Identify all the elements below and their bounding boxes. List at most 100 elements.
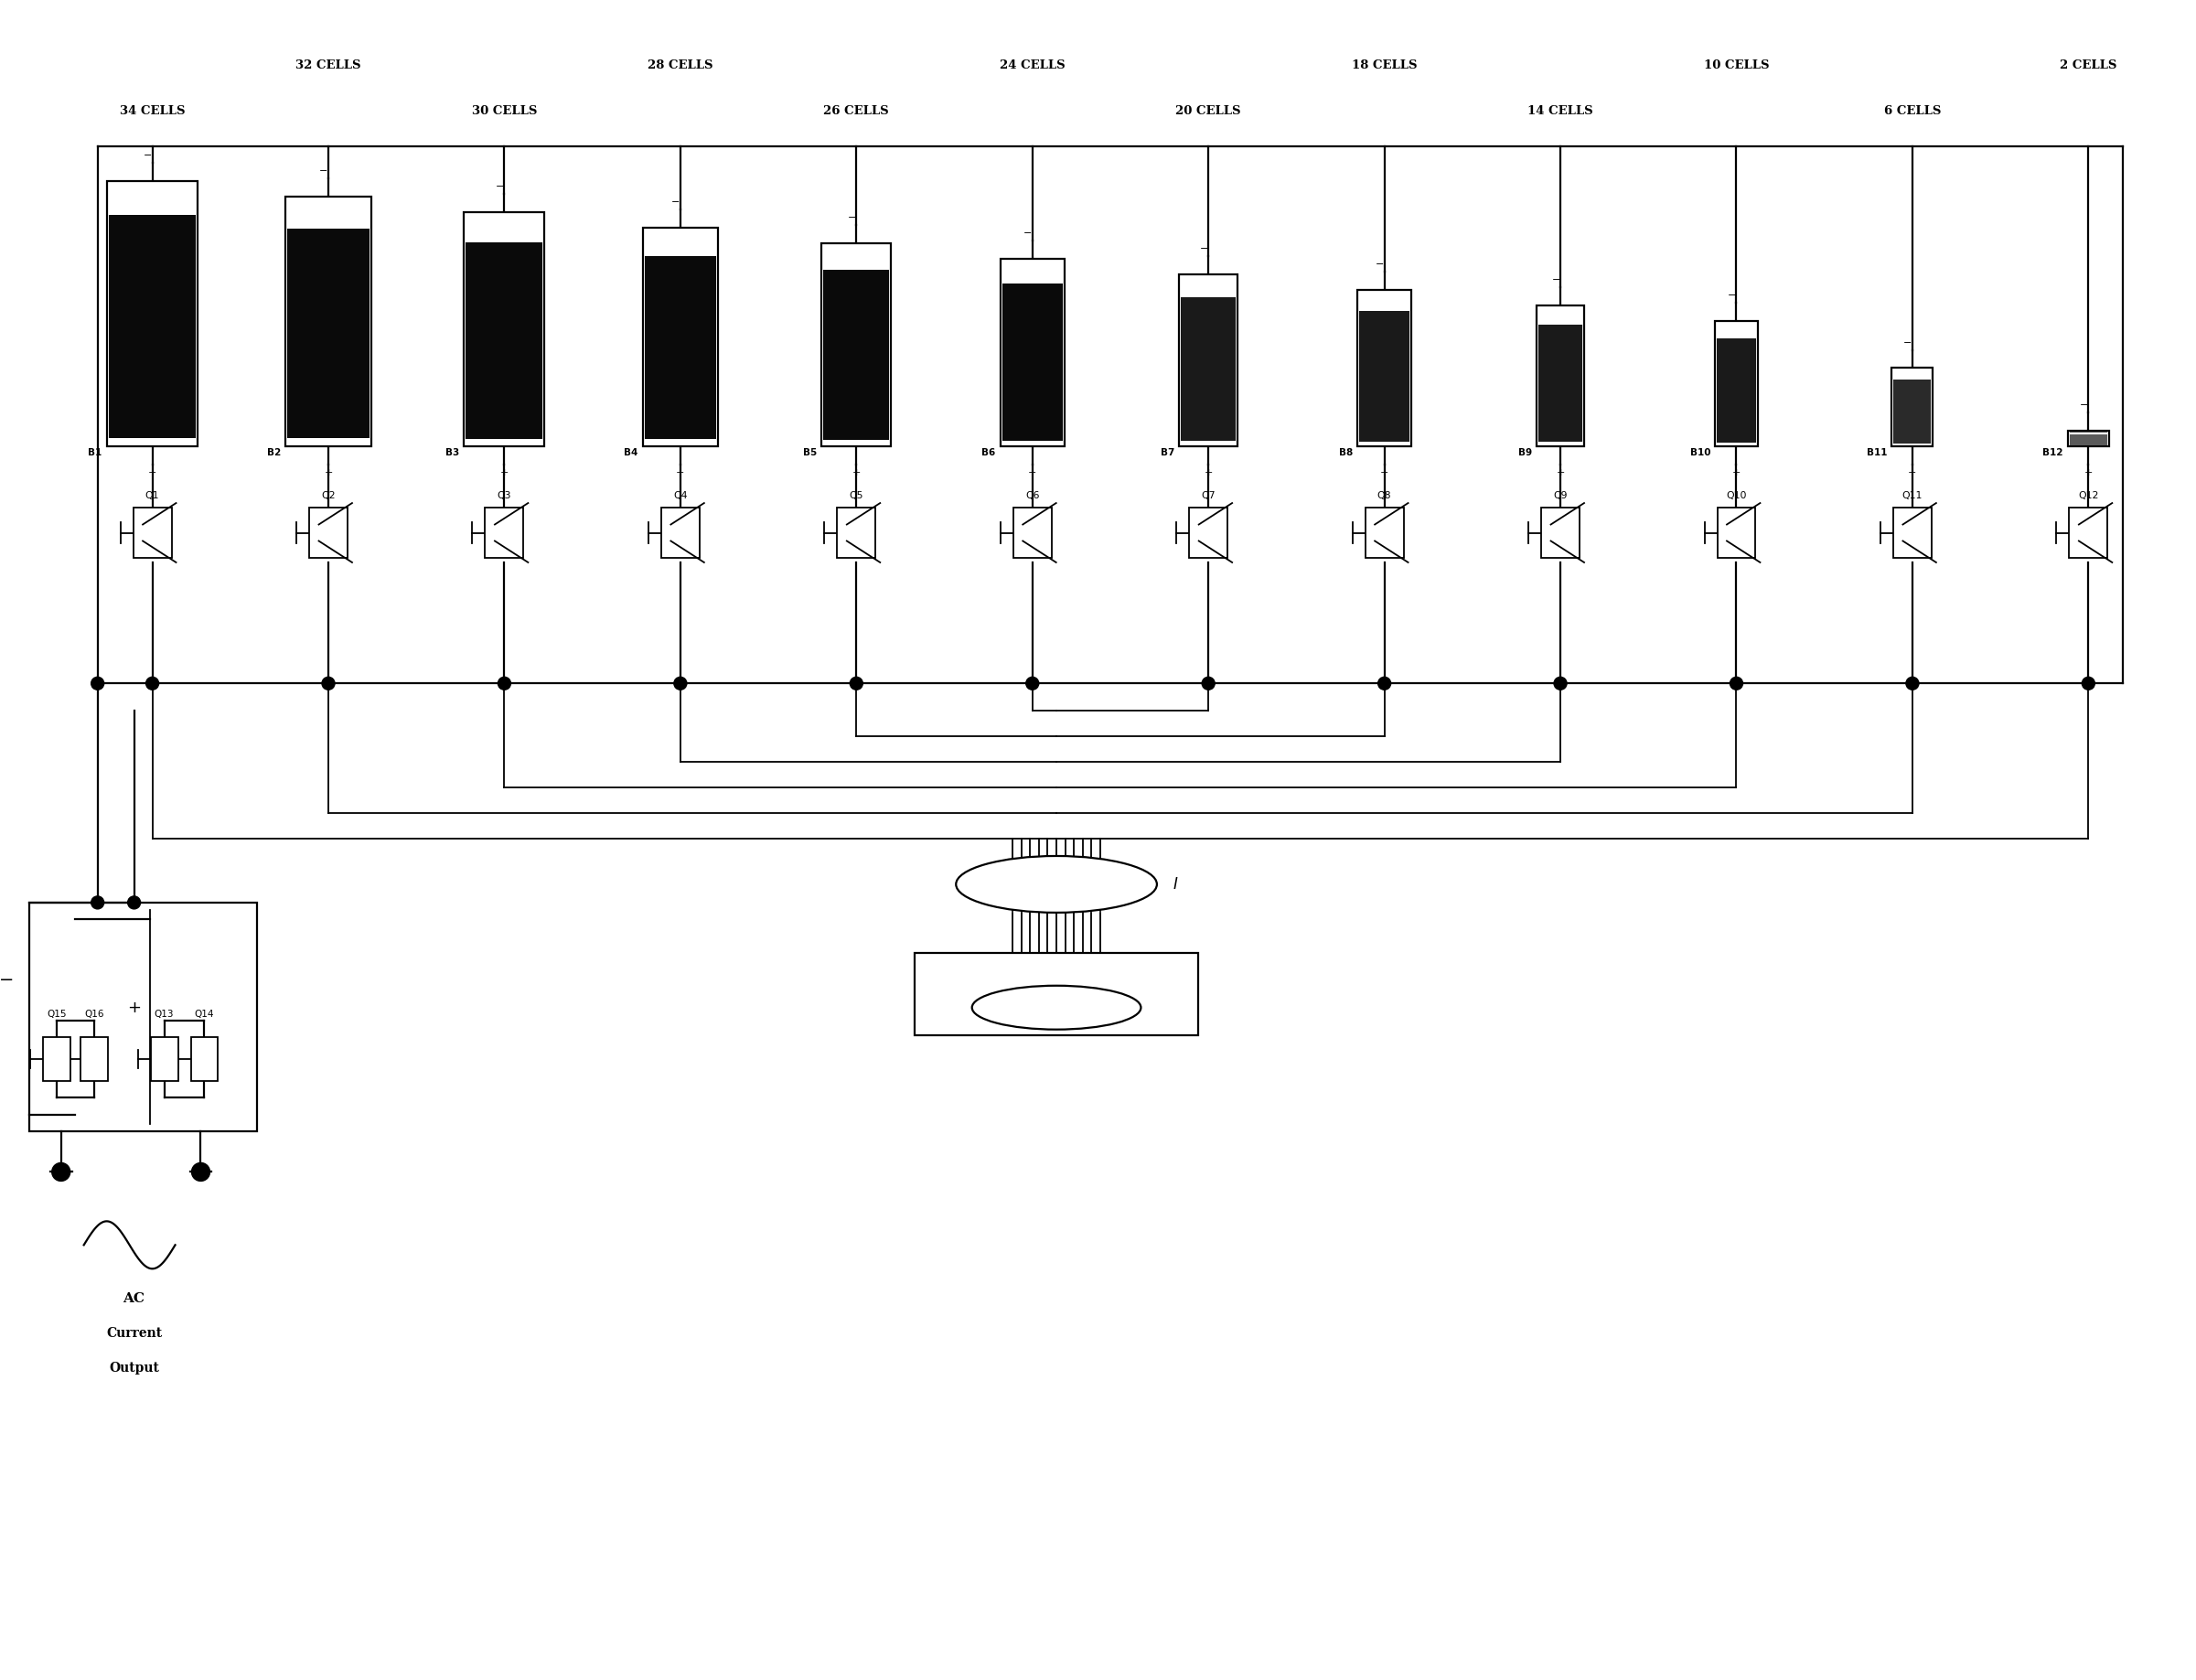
Text: B11: B11 [1867, 449, 1886, 457]
Text: 30 CELLS: 30 CELLS [472, 106, 538, 118]
Bar [916, 953, 1199, 1035]
Text: Q10: Q10 [1726, 491, 1746, 501]
Bar [466, 213, 542, 242]
Bar [42, 1037, 70, 1080]
Text: Q4: Q4 [674, 491, 687, 501]
Bar [485, 507, 523, 558]
Text: Q8: Q8 [1377, 491, 1392, 501]
Text: −: − [1553, 276, 1559, 286]
Bar [1537, 316, 1583, 442]
Text: B5: B5 [804, 449, 817, 457]
Bar [288, 198, 369, 228]
Bar [661, 507, 701, 558]
Circle shape [1377, 677, 1390, 690]
Circle shape [1026, 677, 1039, 690]
Bar [463, 212, 545, 445]
Bar [1893, 373, 1930, 444]
Bar [81, 1037, 108, 1080]
Text: Output: Output [110, 1362, 158, 1374]
Circle shape [1906, 677, 1919, 690]
Text: Current: Current [105, 1327, 163, 1341]
Bar [1893, 370, 1930, 380]
Bar [824, 245, 889, 269]
Bar [1891, 368, 1932, 445]
Text: −: − [1023, 228, 1032, 239]
Circle shape [674, 677, 687, 690]
Text: AC: AC [123, 1292, 145, 1305]
Text: −: − [848, 213, 856, 222]
Bar [310, 507, 347, 558]
Circle shape [850, 677, 863, 690]
Bar [2069, 430, 2108, 445]
Text: −: − [318, 166, 327, 176]
Text: −: − [672, 198, 681, 207]
Bar [1001, 260, 1063, 284]
Bar [1537, 306, 1586, 445]
Text: B4: B4 [624, 449, 639, 457]
Text: 6 CELLS: 6 CELLS [1884, 106, 1941, 118]
Bar [1717, 323, 1757, 338]
Text: −: − [0, 971, 13, 990]
Text: +: + [501, 469, 509, 477]
Bar [646, 230, 716, 255]
Bar [108, 183, 195, 215]
Bar [29, 902, 257, 1131]
Circle shape [92, 895, 103, 909]
Bar [288, 213, 369, 438]
Bar [191, 1037, 217, 1080]
Ellipse shape [955, 857, 1157, 912]
Bar [1012, 507, 1052, 558]
Bar [837, 507, 876, 558]
Text: B3: B3 [446, 449, 459, 457]
Text: −: − [496, 181, 505, 192]
Text: 28 CELLS: 28 CELLS [648, 60, 714, 72]
Circle shape [1201, 677, 1214, 690]
Text: 26 CELLS: 26 CELLS [824, 106, 889, 118]
Bar [285, 197, 371, 445]
Text: −: − [1375, 260, 1383, 269]
Text: Q15: Q15 [46, 1010, 66, 1018]
Text: Q14: Q14 [195, 1010, 215, 1018]
Text: Q13: Q13 [154, 1010, 173, 1018]
Circle shape [145, 677, 158, 690]
Text: Q16: Q16 [83, 1010, 103, 1018]
Bar [134, 507, 171, 558]
Bar [2069, 432, 2108, 433]
Text: +: + [127, 1000, 141, 1016]
Text: B12: B12 [2042, 449, 2064, 457]
Bar [108, 181, 198, 445]
Text: Q7: Q7 [1201, 491, 1214, 501]
Text: 20 CELLS: 20 CELLS [1175, 106, 1241, 118]
Text: +: + [325, 469, 332, 477]
Text: −: − [143, 151, 152, 160]
Circle shape [191, 1163, 211, 1181]
Circle shape [53, 1163, 70, 1181]
Text: B10: B10 [1689, 449, 1711, 457]
Text: +: + [1203, 469, 1212, 477]
Text: Q2: Q2 [321, 491, 336, 501]
Bar [1717, 329, 1757, 442]
Text: Q6: Q6 [1026, 491, 1039, 501]
Text: I: I [1173, 875, 1177, 892]
Bar [643, 228, 718, 445]
Text: −: − [1728, 291, 1737, 301]
Text: 2 CELLS: 2 CELLS [2060, 60, 2117, 72]
Bar [1001, 272, 1063, 440]
Text: +: + [2084, 469, 2093, 477]
Text: B6: B6 [982, 449, 995, 457]
Text: +: + [147, 469, 156, 477]
Text: 14 CELLS: 14 CELLS [1528, 106, 1592, 118]
Circle shape [1730, 677, 1744, 690]
Bar [1715, 321, 1757, 445]
Bar [152, 1037, 178, 1080]
Text: B2: B2 [268, 449, 281, 457]
Text: II: II [1157, 1000, 1166, 1016]
Text: 34 CELLS: 34 CELLS [119, 106, 184, 118]
Bar [1366, 507, 1403, 558]
Bar [824, 257, 889, 440]
Text: −: − [1199, 245, 1208, 254]
Bar [821, 244, 892, 445]
Text: Q12: Q12 [2077, 491, 2099, 501]
Bar [466, 228, 542, 438]
Bar [646, 244, 716, 440]
